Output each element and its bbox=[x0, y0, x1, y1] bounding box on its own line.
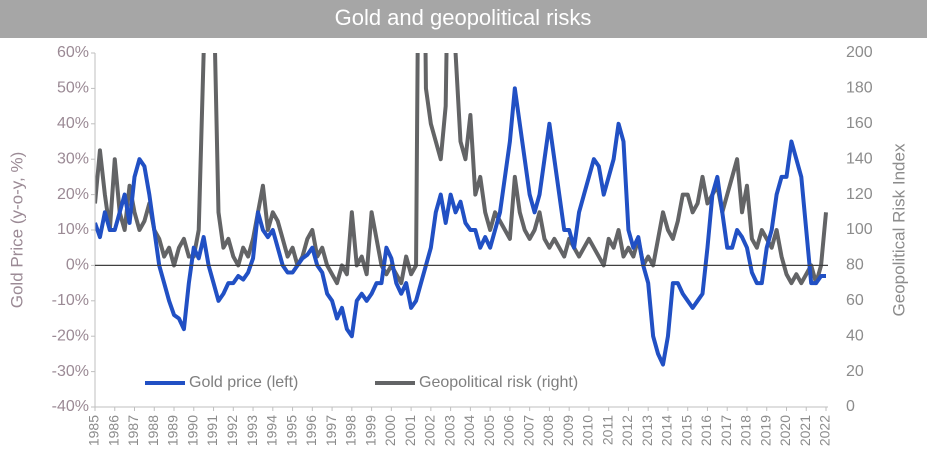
x-tick-label: 2010 bbox=[580, 415, 596, 446]
y-tick-label: 20% bbox=[57, 186, 89, 203]
x-tick-label: 2018 bbox=[738, 415, 754, 446]
x-tick-label: 1997 bbox=[323, 415, 339, 446]
y2-tick-label: 120 bbox=[846, 186, 873, 203]
y-tick-label: -40% bbox=[52, 398, 89, 415]
y2-tick-label: 20 bbox=[846, 363, 864, 380]
x-tick-label: 2008 bbox=[540, 415, 556, 446]
y2-tick-label: 180 bbox=[846, 80, 873, 97]
x-tick-label: 1996 bbox=[303, 415, 319, 446]
x-tick-label: 2012 bbox=[619, 415, 635, 446]
x-tick-label: 2013 bbox=[639, 415, 655, 446]
x-tick-label: 2015 bbox=[678, 415, 694, 446]
y2-axis-title: Geopolitical Risk Index bbox=[889, 143, 908, 316]
x-tick-label: 2011 bbox=[599, 415, 615, 445]
x-tick-label: 1985 bbox=[86, 415, 102, 446]
x-tick-label: 2006 bbox=[501, 415, 517, 446]
x-tick-label: 2016 bbox=[698, 415, 714, 446]
series-line bbox=[95, 86, 826, 367]
legend-label: Gold price (left) bbox=[189, 374, 298, 391]
x-tick-label: 2000 bbox=[382, 415, 398, 446]
x-tick-label: 2022 bbox=[817, 415, 833, 446]
x-tick-label: 1999 bbox=[362, 415, 378, 446]
x-tick-label: 1992 bbox=[224, 415, 240, 446]
y2-tick-label: 100 bbox=[846, 221, 873, 238]
x-tick-label: 2014 bbox=[659, 415, 675, 446]
chart-title: Gold and geopolitical risks bbox=[335, 5, 592, 30]
y-tick-label: 50% bbox=[57, 80, 89, 97]
x-tick-label: 1995 bbox=[283, 415, 299, 446]
series-line bbox=[95, 53, 828, 286]
y-tick-label: 0% bbox=[66, 257, 89, 274]
legend-label: Geopolitical risk (right) bbox=[419, 374, 578, 391]
y-tick-label: -30% bbox=[52, 363, 89, 380]
y2-tick-label: 0 bbox=[846, 398, 855, 415]
x-tick-label: 1986 bbox=[105, 415, 121, 446]
title-bar bbox=[0, 0, 927, 38]
x-tick-label: 2002 bbox=[422, 415, 438, 446]
x-tick-label: 2007 bbox=[520, 415, 536, 446]
x-tick-label: 2001 bbox=[402, 415, 418, 446]
y-tick-label: 30% bbox=[57, 150, 89, 167]
y-tick-label: 10% bbox=[57, 221, 89, 238]
x-tick-label: 1990 bbox=[184, 415, 200, 446]
x-tick-label: 2009 bbox=[560, 415, 576, 446]
x-tick-label: 1993 bbox=[244, 415, 260, 446]
x-tick-label: 1998 bbox=[343, 415, 359, 446]
y-tick-label: 60% bbox=[57, 44, 89, 61]
x-tick-label: 2021 bbox=[797, 415, 813, 446]
plot-area bbox=[95, 53, 828, 367]
y2-tick-label: 160 bbox=[846, 115, 873, 132]
y2-tick-label: 40 bbox=[846, 327, 864, 344]
y2-tick-label: 80 bbox=[846, 257, 864, 274]
x-tick-label: 1987 bbox=[125, 415, 141, 446]
x-tick-label: 2017 bbox=[718, 415, 734, 446]
x-tick-label: 2003 bbox=[441, 415, 457, 446]
x-tick-label: 1991 bbox=[204, 415, 220, 446]
x-tick-label: 2005 bbox=[481, 415, 497, 446]
y-tick-label: 40% bbox=[57, 115, 89, 132]
x-tick-label: 2004 bbox=[461, 415, 477, 446]
y2-tick-label: 200 bbox=[846, 44, 873, 61]
y-tick-label: -20% bbox=[52, 327, 89, 344]
x-tick-label: 2020 bbox=[777, 415, 793, 446]
x-tick-label: 2019 bbox=[757, 415, 773, 446]
x-tick-label: 1994 bbox=[264, 415, 280, 446]
y-tick-label: -10% bbox=[52, 292, 89, 309]
y-axis-title: Gold Price (y-o-y, %) bbox=[7, 152, 26, 309]
x-tick-label: 1989 bbox=[165, 415, 181, 446]
x-tick-label: 1988 bbox=[145, 415, 161, 446]
y2-tick-label: 60 bbox=[846, 292, 864, 309]
y2-tick-label: 140 bbox=[846, 150, 873, 167]
